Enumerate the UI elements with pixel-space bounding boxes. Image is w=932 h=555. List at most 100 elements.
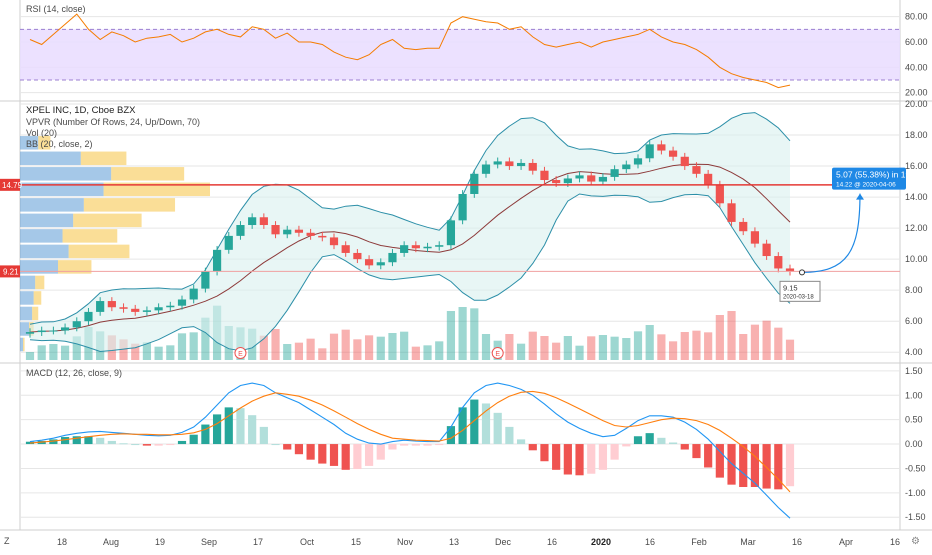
candle-body[interactable]	[411, 245, 420, 249]
candle-body[interactable]	[353, 252, 362, 260]
candle-body[interactable]	[610, 169, 619, 177]
candle-body[interactable]	[575, 175, 584, 179]
candle-body[interactable]	[154, 307, 163, 311]
candle-body[interactable]	[552, 180, 561, 184]
candle-body[interactable]	[142, 310, 152, 312]
hline-label: 14.79	[2, 181, 23, 190]
candle-body[interactable]	[189, 288, 198, 300]
settings-gear-icon[interactable]: ⚙	[911, 536, 920, 547]
candle-body[interactable]	[341, 245, 350, 253]
candle-body[interactable]	[446, 220, 456, 246]
vpvr-down-bar	[80, 151, 127, 166]
candle-body[interactable]	[622, 164, 631, 170]
candle-body[interactable]	[400, 245, 409, 253]
earnings-markers[interactable]: EEE	[234, 347, 932, 359]
candle-body[interactable]	[481, 164, 491, 174]
candle-body[interactable]	[645, 144, 654, 159]
candle-body[interactable]	[680, 156, 689, 167]
rsi-line[interactable]	[29, 13, 791, 89]
candle-body[interactable]	[96, 301, 105, 312]
candle-body[interactable]	[470, 173, 479, 194]
candle-body[interactable]	[493, 161, 502, 165]
candle-body[interactable]	[49, 330, 58, 332]
candle-body[interactable]	[715, 184, 724, 204]
candle-body[interactable]	[633, 158, 643, 165]
candle-body[interactable]	[739, 221, 748, 232]
projection-arc	[801, 193, 861, 273]
candle-body[interactable]	[212, 249, 222, 272]
candle-body[interactable]	[84, 311, 93, 322]
candle-body[interactable]	[119, 307, 128, 309]
candle-body[interactable]	[37, 330, 46, 333]
candle-body[interactable]	[435, 245, 444, 247]
macd-histogram-bar	[739, 444, 748, 487]
x-tick-label: 16	[792, 537, 802, 547]
indicator-bb[interactable]: BB (20, close, 2)	[26, 139, 93, 149]
candle-body[interactable]	[364, 259, 374, 266]
candle-body[interactable]	[598, 176, 608, 182]
indicator-vpvr[interactable]: VPVR (Number Of Rows, 24, Up/Down, 70)	[26, 117, 200, 127]
candle-body[interactable]	[668, 150, 678, 157]
candle-body[interactable]	[727, 203, 736, 222]
candle-body[interactable]	[516, 162, 526, 167]
candle-body[interactable]	[107, 301, 116, 308]
candle-body[interactable]	[248, 217, 257, 226]
x-tick-label: Oct	[300, 537, 315, 547]
candle-body[interactable]	[25, 332, 35, 334]
candle-body[interactable]	[166, 305, 175, 308]
candle-body[interactable]	[704, 173, 713, 185]
candle-body[interactable]	[458, 193, 467, 221]
candle-body[interactable]	[528, 162, 537, 171]
projection-start-point[interactable]	[799, 269, 805, 276]
candle-body[interactable]	[72, 321, 81, 328]
price-y-tick: 10.00	[905, 254, 928, 264]
candle-body[interactable]	[376, 262, 385, 266]
earnings-marker[interactable]	[234, 347, 247, 359]
candle-body[interactable]	[224, 235, 233, 250]
candle-body[interactable]	[540, 170, 549, 181]
candle-body[interactable]	[131, 308, 140, 312]
zoom-icon[interactable]: Z	[4, 536, 10, 546]
macd-panel[interactable]	[25, 382, 795, 519]
candle-body[interactable]	[306, 232, 315, 236]
candle-body[interactable]	[318, 235, 327, 238]
candle-body[interactable]	[177, 299, 187, 306]
candle-body[interactable]	[657, 144, 666, 151]
candle-body[interactable]	[236, 225, 245, 236]
macd-histogram-bar	[294, 444, 304, 455]
rsi-panel[interactable]	[20, 13, 900, 89]
candle-body[interactable]	[750, 231, 760, 244]
candle-body[interactable]	[505, 161, 514, 167]
volume-bar	[470, 308, 479, 360]
candle-body[interactable]	[259, 217, 268, 226]
candle-body[interactable]	[60, 327, 70, 331]
indicator-vol[interactable]: Vol (20)	[26, 128, 57, 138]
candle-body[interactable]	[785, 268, 795, 272]
candle-body[interactable]	[388, 252, 397, 263]
candle-body[interactable]	[587, 175, 596, 182]
projection-annotation[interactable]: 5.07 (55.38%) in 19d 14.22 @ 2020-04-06 9.…	[779, 167, 915, 302]
macd-histogram-bar	[668, 442, 678, 445]
vpvr-down-bar	[103, 182, 210, 197]
candle-body[interactable]	[423, 246, 432, 249]
candle-body[interactable]	[563, 178, 572, 184]
volume-bar	[435, 341, 444, 360]
candle-body[interactable]	[283, 229, 292, 235]
candle-body[interactable]	[692, 166, 701, 174]
volume-bar	[329, 333, 339, 360]
macd-histogram-bar	[645, 433, 654, 445]
candle-body[interactable]	[201, 271, 210, 289]
volume-bar	[49, 344, 58, 360]
candle-body[interactable]	[329, 237, 339, 246]
macd-histogram-bar	[376, 444, 385, 460]
candle-body[interactable]	[271, 225, 280, 235]
earnings-marker[interactable]	[491, 347, 504, 359]
candle-body[interactable]	[294, 229, 304, 233]
macd-histogram-bar	[411, 444, 420, 446]
candle-body[interactable]	[774, 256, 783, 269]
projection-box[interactable]	[832, 167, 906, 190]
candle-body[interactable]	[762, 243, 771, 257]
macd-line[interactable]	[29, 382, 791, 519]
signal-line[interactable]	[29, 390, 791, 493]
price-candles[interactable]	[25, 140, 795, 338]
